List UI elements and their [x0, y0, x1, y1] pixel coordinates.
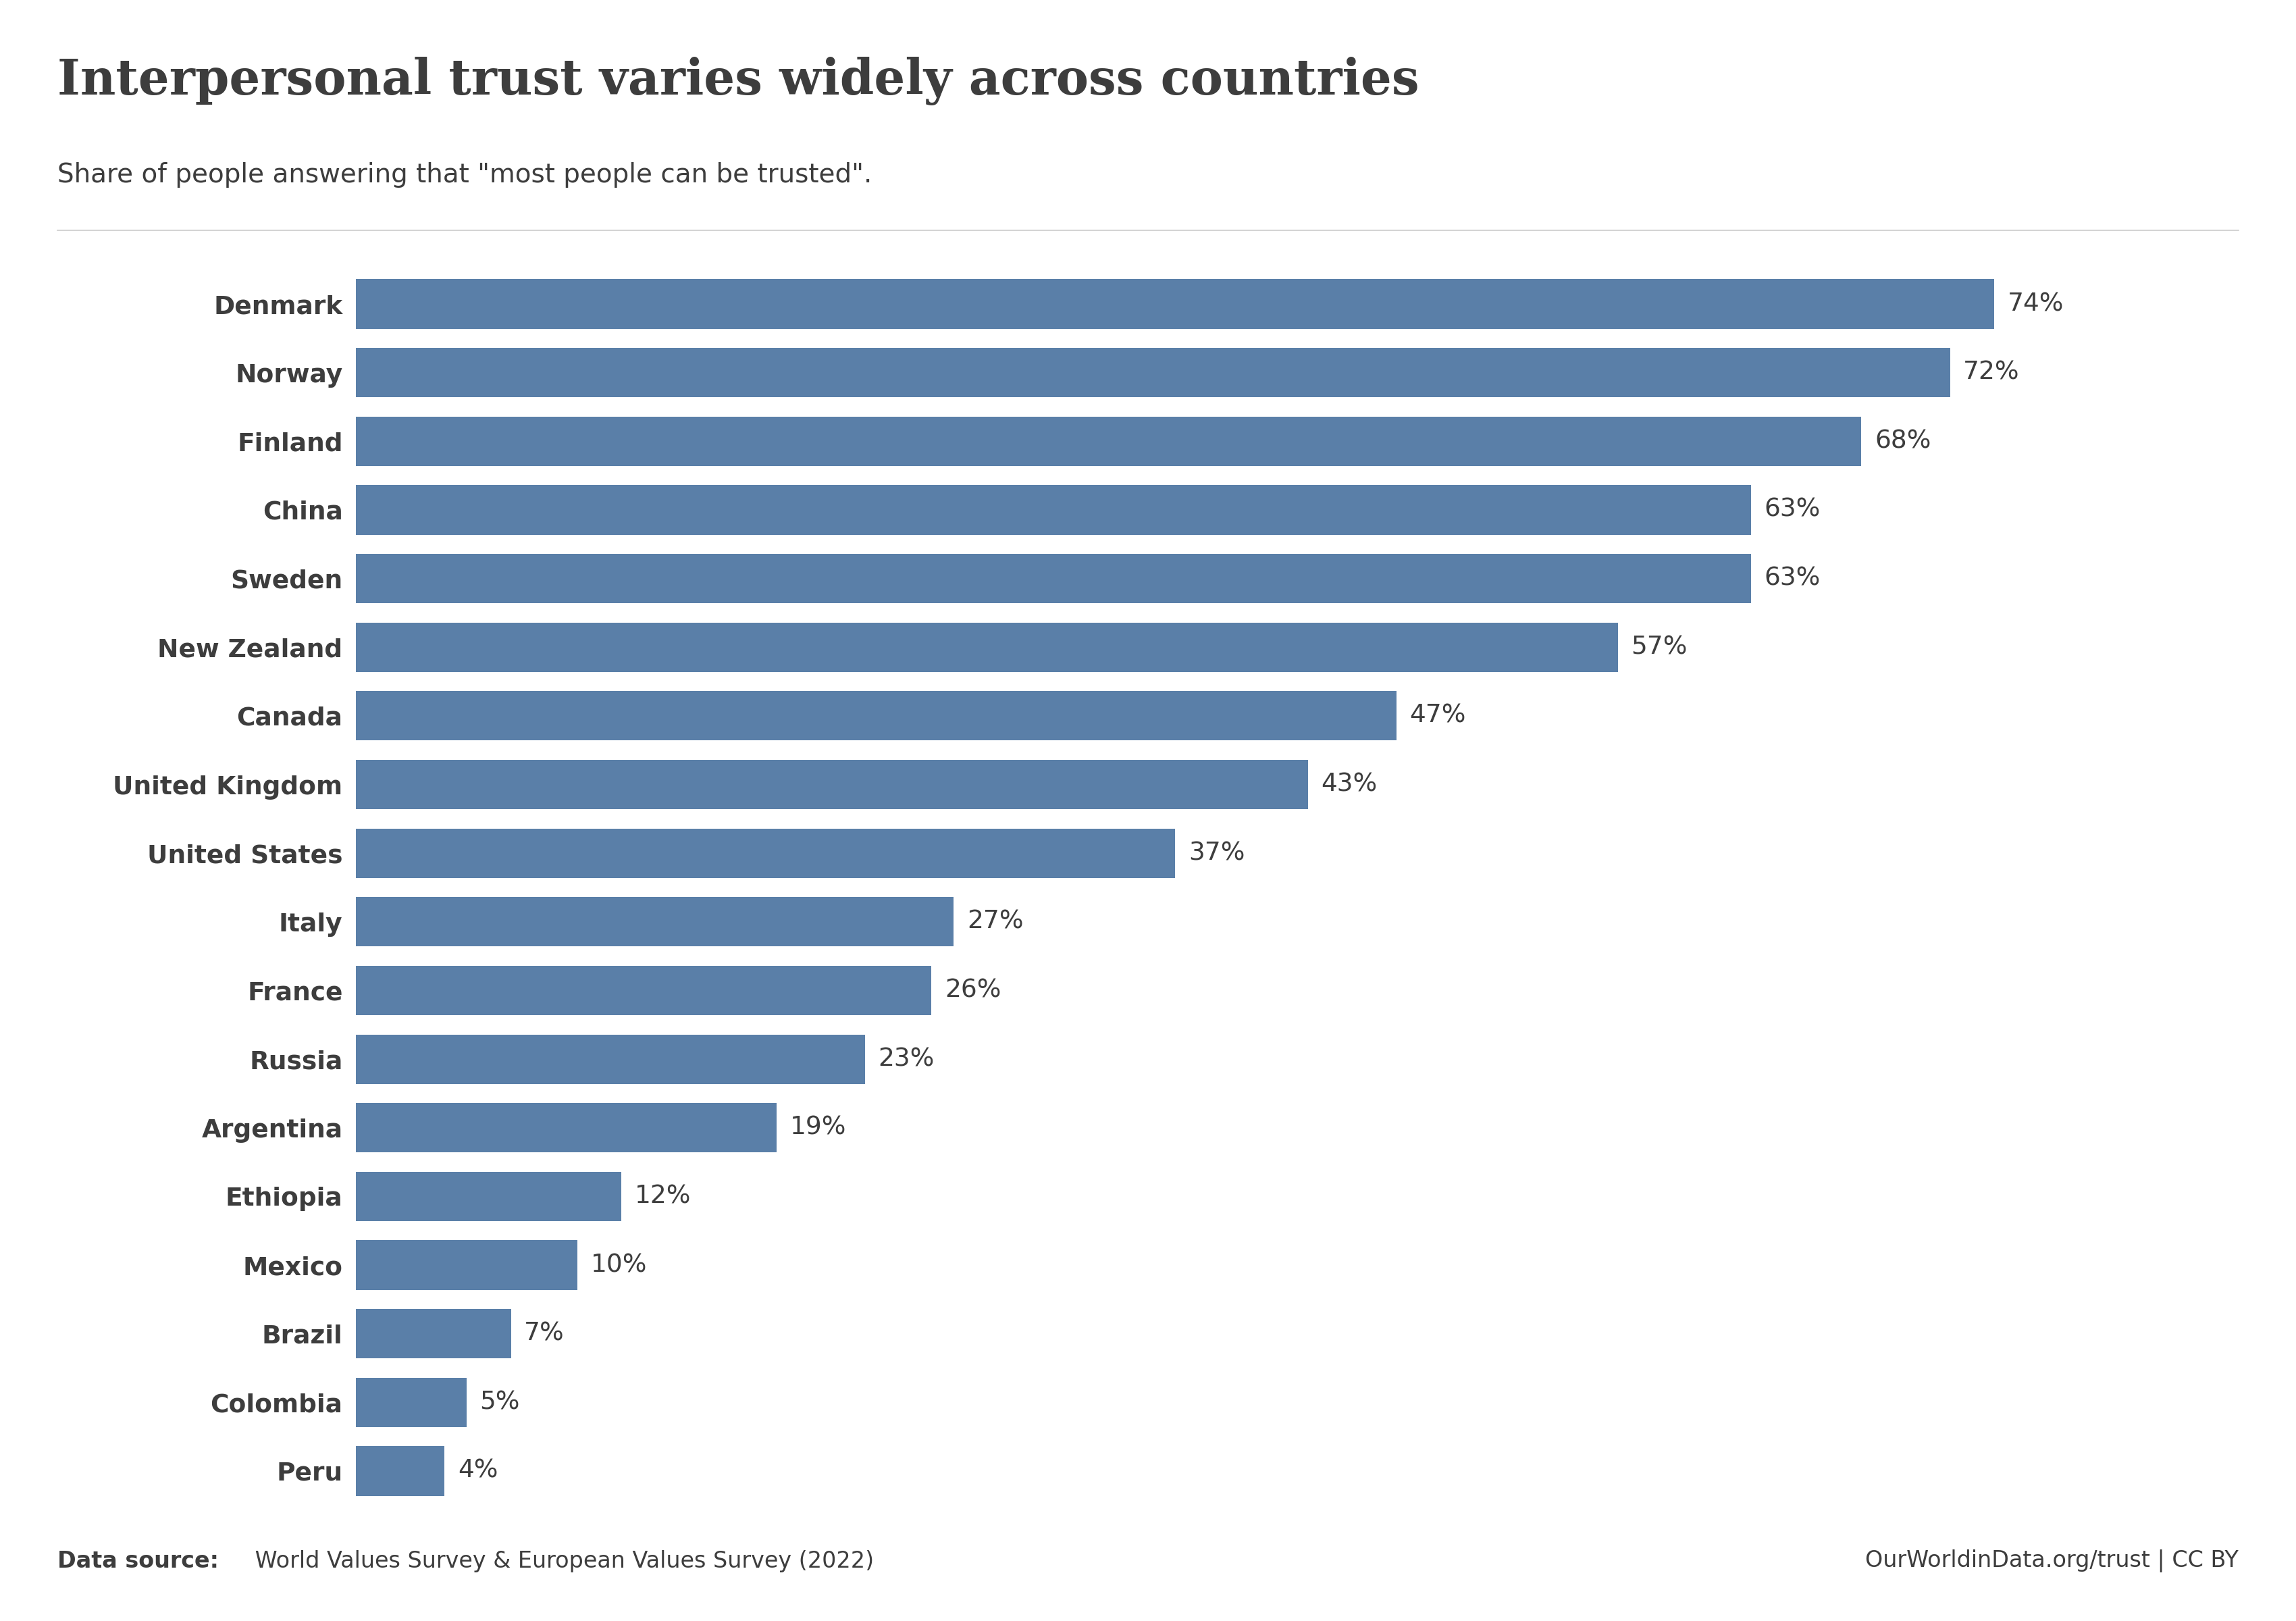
Text: Our World: Our World: [2057, 79, 2177, 101]
Bar: [356, 417, 1862, 465]
Text: 68%: 68%: [1874, 430, 1931, 454]
Text: 57%: 57%: [1630, 635, 1688, 660]
Text: 23%: 23%: [879, 1047, 934, 1071]
Text: 10%: 10%: [590, 1253, 647, 1277]
Bar: [356, 896, 953, 947]
Text: 12%: 12%: [634, 1185, 691, 1209]
Text: 43%: 43%: [1320, 772, 1378, 796]
Text: 63%: 63%: [1763, 498, 1821, 522]
Text: 5%: 5%: [480, 1391, 519, 1415]
Bar: [356, 279, 1995, 329]
Bar: [356, 554, 1750, 603]
Text: 72%: 72%: [1963, 360, 2020, 384]
Text: OurWorldinData.org/trust | CC BY: OurWorldinData.org/trust | CC BY: [1864, 1550, 2239, 1572]
Bar: [356, 760, 1309, 809]
Text: 37%: 37%: [1189, 841, 1244, 866]
Bar: [356, 1378, 466, 1426]
Bar: [356, 1446, 445, 1496]
Bar: [356, 691, 1396, 741]
Bar: [356, 1102, 776, 1153]
Bar: [356, 1240, 576, 1290]
Bar: [356, 1172, 622, 1221]
Text: 63%: 63%: [1763, 566, 1821, 590]
Text: 74%: 74%: [2007, 292, 2064, 316]
Text: Share of people answering that "most people can be trusted".: Share of people answering that "most peo…: [57, 162, 872, 188]
Bar: [356, 622, 1619, 673]
Text: World Values Survey & European Values Survey (2022): World Values Survey & European Values Su…: [248, 1550, 875, 1572]
Text: 7%: 7%: [523, 1321, 565, 1345]
Bar: [356, 349, 1949, 397]
Bar: [356, 966, 932, 1015]
Text: 4%: 4%: [457, 1459, 498, 1483]
Bar: [356, 828, 1176, 879]
Text: Interpersonal trust varies widely across countries: Interpersonal trust varies widely across…: [57, 57, 1419, 105]
Bar: [356, 1310, 510, 1358]
Bar: [356, 1034, 866, 1084]
Text: 27%: 27%: [967, 909, 1024, 934]
Text: 19%: 19%: [790, 1115, 847, 1140]
Text: 26%: 26%: [944, 979, 1001, 1003]
Text: in Data: in Data: [2076, 128, 2158, 149]
Text: 47%: 47%: [1410, 704, 1467, 728]
Text: Data source:: Data source:: [57, 1550, 218, 1572]
Bar: [356, 485, 1750, 535]
